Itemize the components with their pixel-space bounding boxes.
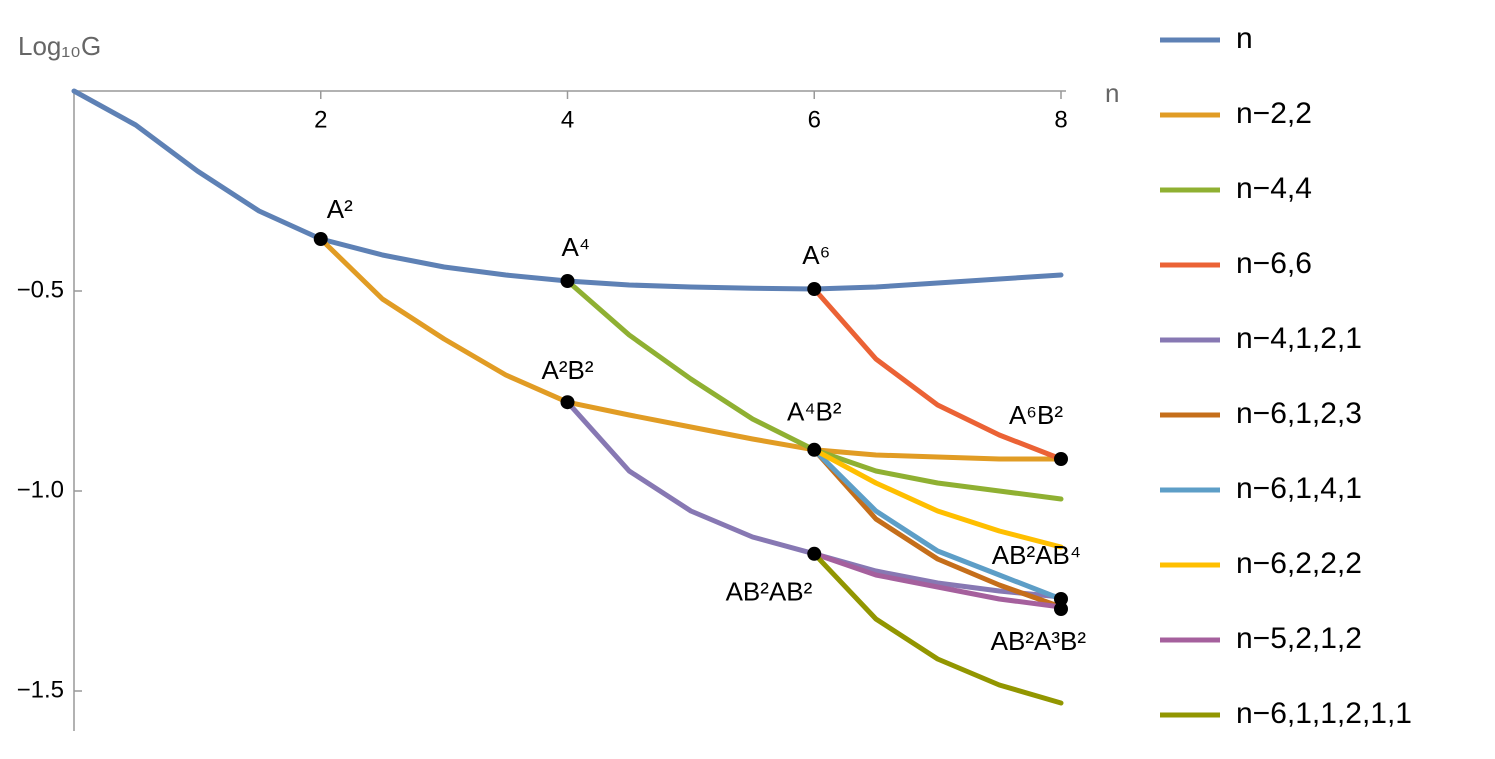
y-axis-label: Log₁₀G [18, 31, 101, 61]
point [313, 232, 328, 246]
legend-label: n−4,4 [1236, 172, 1312, 205]
legend-label: n−6,1,1,2,1,1 [1236, 697, 1412, 730]
legend-label: n−6,1,4,1 [1236, 472, 1362, 505]
series-line [811, 447, 1064, 602]
point-label: A⁶ [802, 240, 830, 270]
y-tick-label: −1.5 [17, 676, 64, 703]
y-tick-label: −1.0 [17, 476, 64, 503]
legend-label: n−4,1,2,1 [1236, 322, 1362, 355]
point-label: A⁶B² [1009, 400, 1063, 430]
x-tick-label: 2 [314, 106, 327, 133]
point [807, 546, 822, 561]
point [560, 274, 575, 288]
point [1054, 592, 1068, 606]
series-line [811, 447, 1064, 610]
legend-label: n [1236, 22, 1253, 55]
series-line [811, 551, 1064, 706]
legend-label: n−6,6 [1236, 247, 1312, 280]
series-line [811, 551, 1064, 610]
x-tick-label: 6 [808, 106, 821, 133]
point-label: A² [327, 194, 353, 224]
point [807, 442, 822, 457]
point-label: AB²A³B² [991, 626, 1087, 656]
point [560, 395, 575, 410]
point-label: AB²AB⁴ [992, 540, 1081, 570]
y-tick-label: −0.5 [17, 276, 64, 303]
point-label: A⁴B² [787, 397, 842, 427]
point-label: A⁴ [562, 232, 591, 262]
series-line [811, 447, 1064, 550]
series-line [318, 236, 1064, 462]
series-line [811, 286, 1064, 462]
point [1054, 452, 1068, 466]
x-tick-label: 4 [561, 106, 574, 133]
series-line [565, 278, 1064, 502]
legend-label: n−6,2,2,2 [1236, 547, 1362, 580]
x-axis-label: n [1105, 78, 1119, 108]
x-tick-label: 8 [1054, 106, 1067, 133]
legend-label: n−6,1,2,3 [1236, 397, 1362, 430]
legend-label: n−5,2,1,2 [1236, 622, 1362, 655]
point-label: A²B² [542, 355, 594, 385]
point-label: AB²AB² [726, 577, 813, 607]
point [1054, 602, 1068, 616]
legend-label: n−2,2 [1236, 97, 1312, 130]
point [807, 282, 822, 296]
